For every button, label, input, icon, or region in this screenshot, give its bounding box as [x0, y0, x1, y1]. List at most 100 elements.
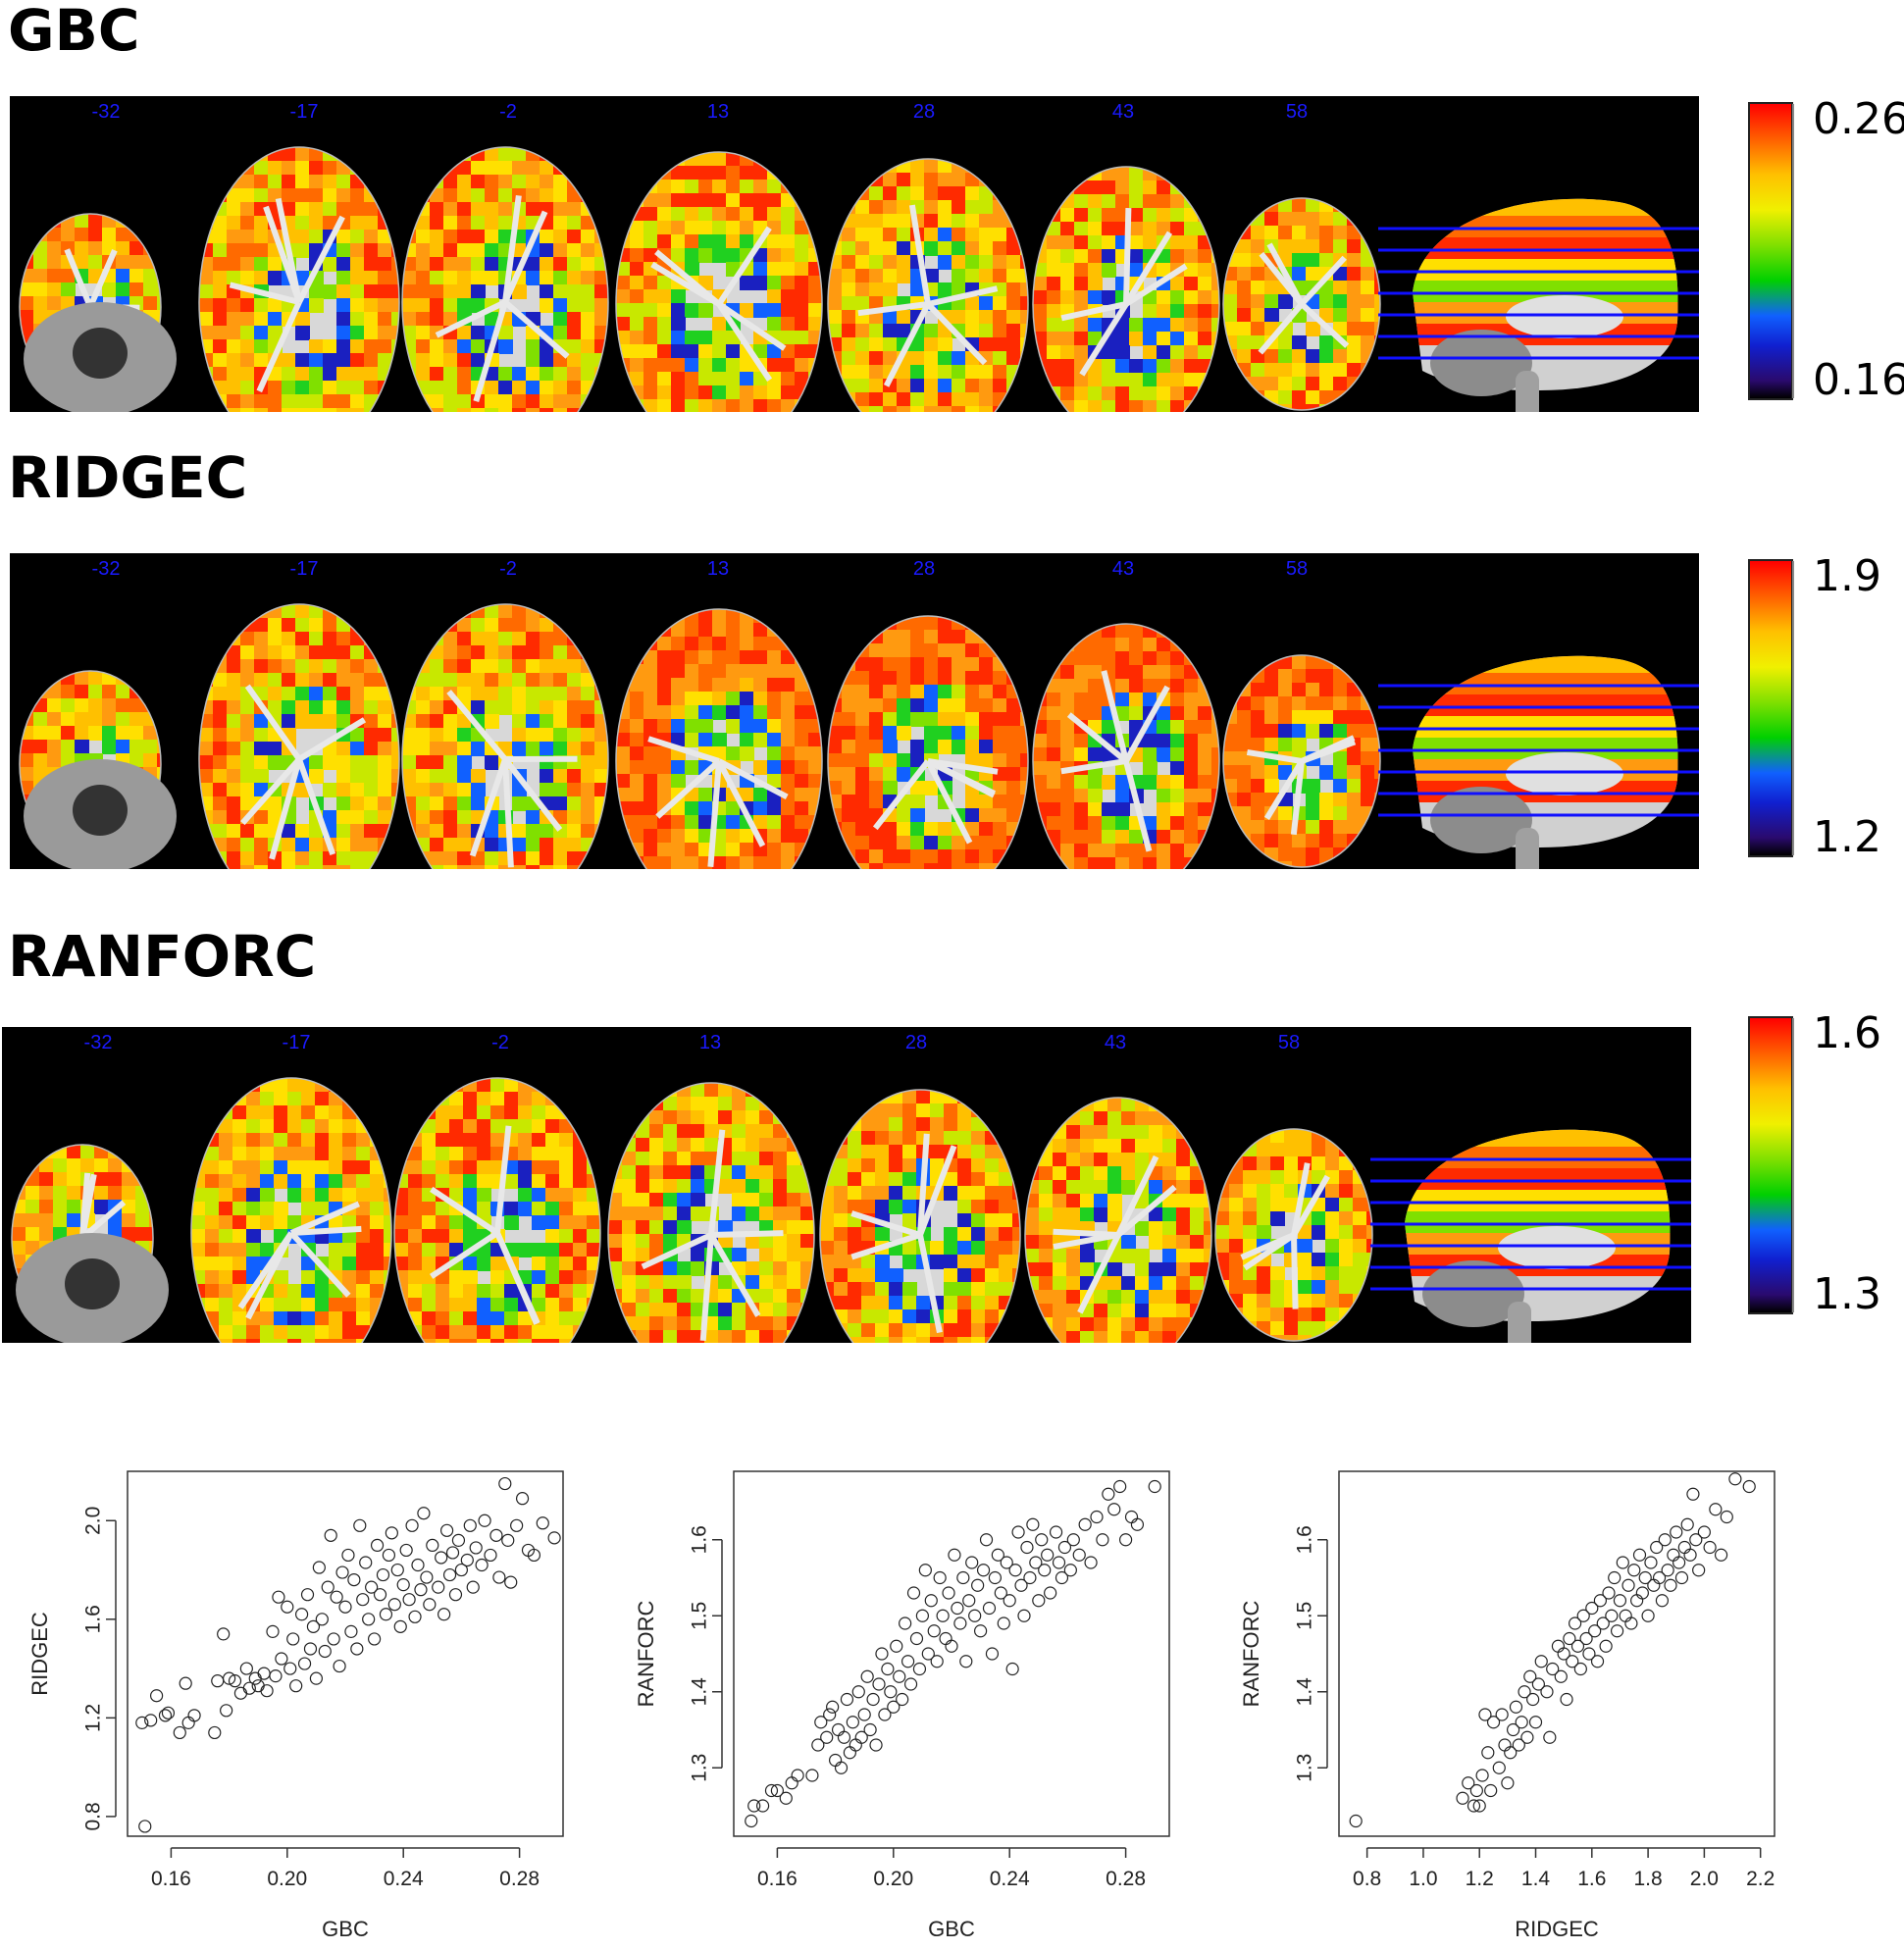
scatter-point — [390, 1563, 404, 1577]
scatter-point — [971, 1578, 985, 1592]
scatter-point — [1573, 1662, 1587, 1676]
scatter-point — [387, 1598, 401, 1612]
scatter-point — [399, 1543, 413, 1558]
scatter-point — [501, 1533, 515, 1547]
scatter-point — [1652, 1570, 1667, 1585]
scatter-point — [1602, 1586, 1616, 1600]
scatter-point — [510, 1518, 524, 1532]
x-tick-label: 0.20 — [267, 1868, 307, 1890]
scatter-point — [402, 1593, 416, 1607]
scatter-point — [979, 1533, 994, 1547]
scatter-point — [1000, 1556, 1013, 1569]
scatter-point — [451, 1533, 466, 1547]
scatter-point — [927, 1624, 941, 1638]
scatter-point — [1029, 1556, 1043, 1569]
scatter-point — [1504, 1746, 1518, 1760]
scatter-point — [289, 1679, 303, 1693]
scatter-point — [965, 1556, 979, 1569]
scatter-point — [805, 1769, 819, 1782]
brain-slice — [1214, 1128, 1373, 1342]
y-tick-label: 0.8 — [82, 1802, 105, 1830]
x-tick-label: 0.16 — [151, 1868, 191, 1890]
scatter-point — [228, 1674, 242, 1688]
scatter-point — [333, 1659, 346, 1673]
scatter-point — [295, 1608, 309, 1621]
scatter-point — [823, 1708, 837, 1721]
scatter-point — [1475, 1769, 1489, 1782]
scatter-point — [286, 1632, 300, 1646]
slice-coordinate-label: 58 — [1286, 558, 1308, 580]
slice-coordinate-label: 13 — [699, 1032, 721, 1053]
scatter-point — [1049, 1525, 1063, 1539]
scatter-point — [837, 1730, 851, 1744]
slice-coordinate-label: 13 — [707, 558, 729, 580]
brain-slices-ranforc: -32 -17 -2 13 28 43 58 — [11, 1032, 1691, 1343]
scatter-point — [344, 1624, 358, 1638]
scatter-point — [135, 1716, 149, 1729]
scatter-point — [1588, 1624, 1602, 1638]
scatter-point — [951, 1601, 964, 1616]
brain-slice — [819, 1089, 1021, 1343]
y-tick-label: 1.5 — [689, 1602, 711, 1630]
slice-coordinate-label: -2 — [499, 101, 517, 123]
scatter-point — [1590, 1655, 1605, 1668]
scatter-point — [854, 1730, 868, 1744]
scatter-point — [1672, 1556, 1686, 1569]
scatter-point — [417, 1507, 431, 1520]
scatter-point — [281, 1600, 294, 1614]
scatter-point — [1484, 1783, 1498, 1798]
colorbar-ridgec — [1748, 559, 1794, 857]
x-tick-label: 2.2 — [1746, 1868, 1775, 1890]
scatter-point — [756, 1799, 770, 1813]
x-tick-label: 1.0 — [1409, 1868, 1437, 1890]
y-tick-label: 1.4 — [689, 1677, 711, 1707]
scatter-point — [1011, 1525, 1025, 1539]
scatter-point — [1349, 1814, 1363, 1828]
scatter-point — [187, 1709, 201, 1722]
scatter-point — [1498, 1738, 1512, 1752]
scatter-point — [1703, 1540, 1717, 1555]
slice-coordinate-label: 43 — [1112, 558, 1134, 580]
scatter-point — [297, 1657, 312, 1670]
scatter-point — [1661, 1564, 1674, 1577]
x-tick-label: 0.24 — [384, 1868, 424, 1890]
scatter-point — [1692, 1564, 1706, 1577]
scatter-point — [1610, 1624, 1624, 1638]
scatter-point — [376, 1567, 390, 1582]
scatter-point — [138, 1820, 152, 1833]
scatter-point — [393, 1619, 407, 1633]
scatter-point — [373, 1588, 387, 1602]
scatter-point — [1492, 1761, 1506, 1774]
scatter-point — [1507, 1722, 1520, 1737]
scatter-point — [469, 1541, 483, 1555]
brain-slices-gbc: -32 -17 -2 13 28 43 58 — [19, 101, 1699, 412]
scatter-point — [437, 1608, 451, 1621]
scatter-point — [1531, 1677, 1545, 1691]
scatter-point — [933, 1570, 947, 1585]
scatter-point — [1728, 1472, 1742, 1486]
scatter-point — [1057, 1540, 1072, 1555]
scatter-point — [239, 1662, 253, 1675]
scatter-point — [1621, 1578, 1635, 1592]
scatter-point — [309, 1671, 323, 1685]
scatter-point — [1008, 1564, 1022, 1577]
x-tick-label: 1.8 — [1633, 1868, 1662, 1890]
y-tick-label: 1.3 — [689, 1754, 711, 1782]
scatter-point — [275, 1652, 288, 1666]
scatter-point — [1026, 1517, 1040, 1531]
scatter-point — [1551, 1639, 1566, 1653]
colorbar-ridgec-min: 1.2 — [1813, 812, 1881, 862]
scatter-point — [840, 1692, 854, 1707]
slice-coordinate-label: -2 — [499, 558, 517, 580]
scatter-point — [1635, 1586, 1649, 1600]
y-tick-label: 1.2 — [82, 1704, 105, 1732]
x-tick-label: 1.4 — [1521, 1868, 1551, 1890]
scatter-point — [881, 1662, 895, 1676]
scatter-point — [423, 1598, 437, 1612]
brain-slice — [1032, 623, 1220, 869]
y-axis-label: RIDGEC — [27, 1612, 52, 1696]
scatter-point — [1709, 1503, 1723, 1516]
scatter-point — [831, 1722, 846, 1737]
scatter-point — [814, 1716, 828, 1729]
x-tick-label: 1.6 — [1577, 1868, 1606, 1890]
